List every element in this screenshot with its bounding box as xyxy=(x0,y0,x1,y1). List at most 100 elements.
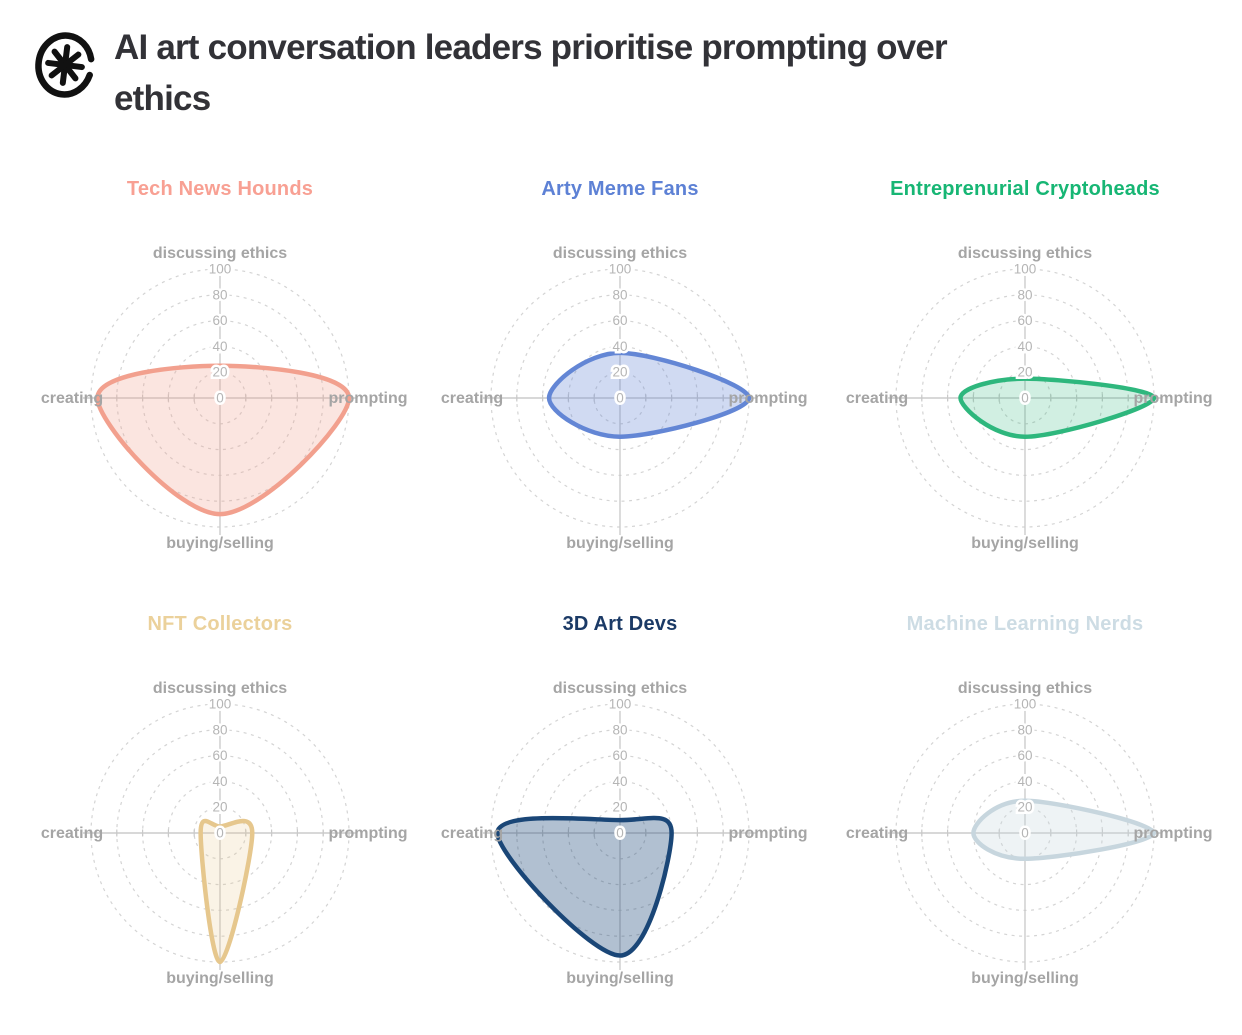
radial-tick-label: 100 xyxy=(609,697,632,712)
radial-tick-label: 80 xyxy=(612,722,627,737)
radial-tick-label: 100 xyxy=(209,697,232,712)
chart-title: 3D Art Devs xyxy=(562,613,678,635)
axis-tick-marks xyxy=(895,394,1155,402)
axis-label: buying/selling xyxy=(166,535,274,552)
radial-tick-label: 60 xyxy=(1017,313,1032,328)
radial-tick-label: 0 xyxy=(1021,826,1029,841)
radar-shape xyxy=(546,350,752,439)
asterisk-logo-icon xyxy=(35,32,95,98)
axis-label: prompting xyxy=(1133,390,1212,407)
radial-tick-label: 20 xyxy=(212,365,227,380)
radial-tick-labels: 0 20 40 60 80 100 xyxy=(206,694,234,843)
chart-title: Entreprenurial Cryptoheads xyxy=(890,178,1160,200)
category-axis-labels: discussing ethics prompting buying/selling… xyxy=(441,680,808,987)
page-title-line-2: ethics xyxy=(114,79,211,118)
radial-tick-label: 100 xyxy=(1014,262,1037,277)
radar-chart-tech-news-hounds: Tech News Hounds 0 20 40 60 80 100 discussing … xyxy=(20,170,420,600)
axis-label: discussing ethics xyxy=(553,680,687,697)
page-title-line-1: AI art conversation leaders prioritise p… xyxy=(114,28,948,67)
radar-chart-entreprenurial-cryptoheads: Entreprenurial Cryptoheads 0 20 40 60 80 100 d… xyxy=(825,170,1225,600)
radial-tick-labels: 0 20 40 60 80 100 xyxy=(606,694,634,843)
axis-lines xyxy=(888,269,1162,535)
category-axis-labels: discussing ethics prompting buying/selling… xyxy=(441,245,808,552)
radial-tick-label: 40 xyxy=(212,774,227,789)
radial-tick-label: 60 xyxy=(612,313,627,328)
axis-label: discussing ethics xyxy=(153,680,287,697)
radial-tick-label: 0 xyxy=(616,826,624,841)
axis-tick-marks xyxy=(490,394,750,402)
radial-tick-label: 20 xyxy=(612,365,627,380)
chart-title: Arty Meme Fans xyxy=(541,178,699,200)
radial-tick-label: 40 xyxy=(212,339,227,354)
radar-shape xyxy=(198,818,255,965)
radar-shape xyxy=(95,363,352,517)
axis-lines xyxy=(83,269,357,535)
radial-tick-label: 20 xyxy=(1017,365,1032,380)
axis-label: buying/selling xyxy=(166,970,274,987)
category-axis-labels: discussing ethics prompting buying/selling… xyxy=(41,245,408,552)
axis-label: creating xyxy=(41,390,103,407)
axis-label: prompting xyxy=(728,390,807,407)
axis-label: buying/selling xyxy=(566,535,674,552)
radial-tick-label: 40 xyxy=(612,339,627,354)
axis-tick-marks xyxy=(90,829,350,837)
radial-tick-label: 60 xyxy=(212,313,227,328)
category-axis-labels: discussing ethics prompting buying/selling… xyxy=(846,245,1213,552)
radial-tick-label: 80 xyxy=(1017,722,1032,737)
axis-label: discussing ethics xyxy=(958,245,1092,262)
radial-tick-labels: 0 20 40 60 80 100 xyxy=(206,259,234,408)
radial-tick-label: 60 xyxy=(612,748,627,763)
radial-tick-label: 40 xyxy=(612,774,627,789)
radial-tick-label: 80 xyxy=(1017,287,1032,302)
radial-tick-labels: 0 20 40 60 80 100 xyxy=(606,259,634,408)
radial-tick-label: 20 xyxy=(612,800,627,815)
radial-tick-label: 0 xyxy=(1021,391,1029,406)
radar-shape xyxy=(958,376,1157,439)
radial-tick-labels: 0 20 40 60 80 100 xyxy=(1011,259,1039,408)
radial-tick-label: 20 xyxy=(212,800,227,815)
axis-label: creating xyxy=(846,825,908,842)
axis-label: prompting xyxy=(728,825,807,842)
axis-label: prompting xyxy=(1133,825,1212,842)
axis-lines xyxy=(888,704,1162,970)
radial-tick-label: 100 xyxy=(1014,697,1037,712)
radial-tick-label: 40 xyxy=(1017,339,1032,354)
axis-lines xyxy=(483,269,757,535)
radial-tick-label: 40 xyxy=(1017,774,1032,789)
radial-tick-label: 100 xyxy=(209,262,232,277)
radial-tick-label: 0 xyxy=(616,391,624,406)
chart-title: Tech News Hounds xyxy=(126,178,314,200)
chart-title: NFT Collectors xyxy=(147,613,293,635)
radial-tick-label: 80 xyxy=(212,287,227,302)
category-axis-labels: discussing ethics prompting buying/selling… xyxy=(41,680,408,987)
chart-title: Machine Learning Nerds xyxy=(906,613,1144,635)
axis-label: creating xyxy=(41,825,103,842)
radial-tick-label: 60 xyxy=(212,748,227,763)
axis-label: creating xyxy=(846,390,908,407)
axis-label: discussing ethics xyxy=(153,245,287,262)
radial-tick-label: 80 xyxy=(612,287,627,302)
axis-lines xyxy=(483,704,757,970)
radial-tick-label: 0 xyxy=(216,391,224,406)
axis-label: prompting xyxy=(328,390,407,407)
axis-label: prompting xyxy=(328,825,407,842)
radial-tick-label: 60 xyxy=(1017,748,1032,763)
page-title: AI art conversation leaders prioritise p… xyxy=(114,22,948,124)
axis-label: discussing ethics xyxy=(958,680,1092,697)
axis-lines xyxy=(83,704,357,970)
radar-chart-machine-learning-nerds: Machine Learning Nerds 0 20 40 60 80 100 discu… xyxy=(825,605,1225,1035)
radar-chart-nft-collectors: NFT Collectors 0 20 40 60 80 100 discussing et… xyxy=(20,605,420,1035)
axis-label: buying/selling xyxy=(971,970,1079,987)
axis-label: buying/selling xyxy=(566,970,674,987)
radar-chart-3d-art-devs: 3D Art Devs 0 20 40 60 80 100 discussing ethic… xyxy=(420,605,820,1035)
radar-shape xyxy=(971,798,1157,862)
radial-tick-label: 100 xyxy=(609,262,632,277)
radial-tick-labels: 0 20 40 60 80 100 xyxy=(1011,694,1039,843)
